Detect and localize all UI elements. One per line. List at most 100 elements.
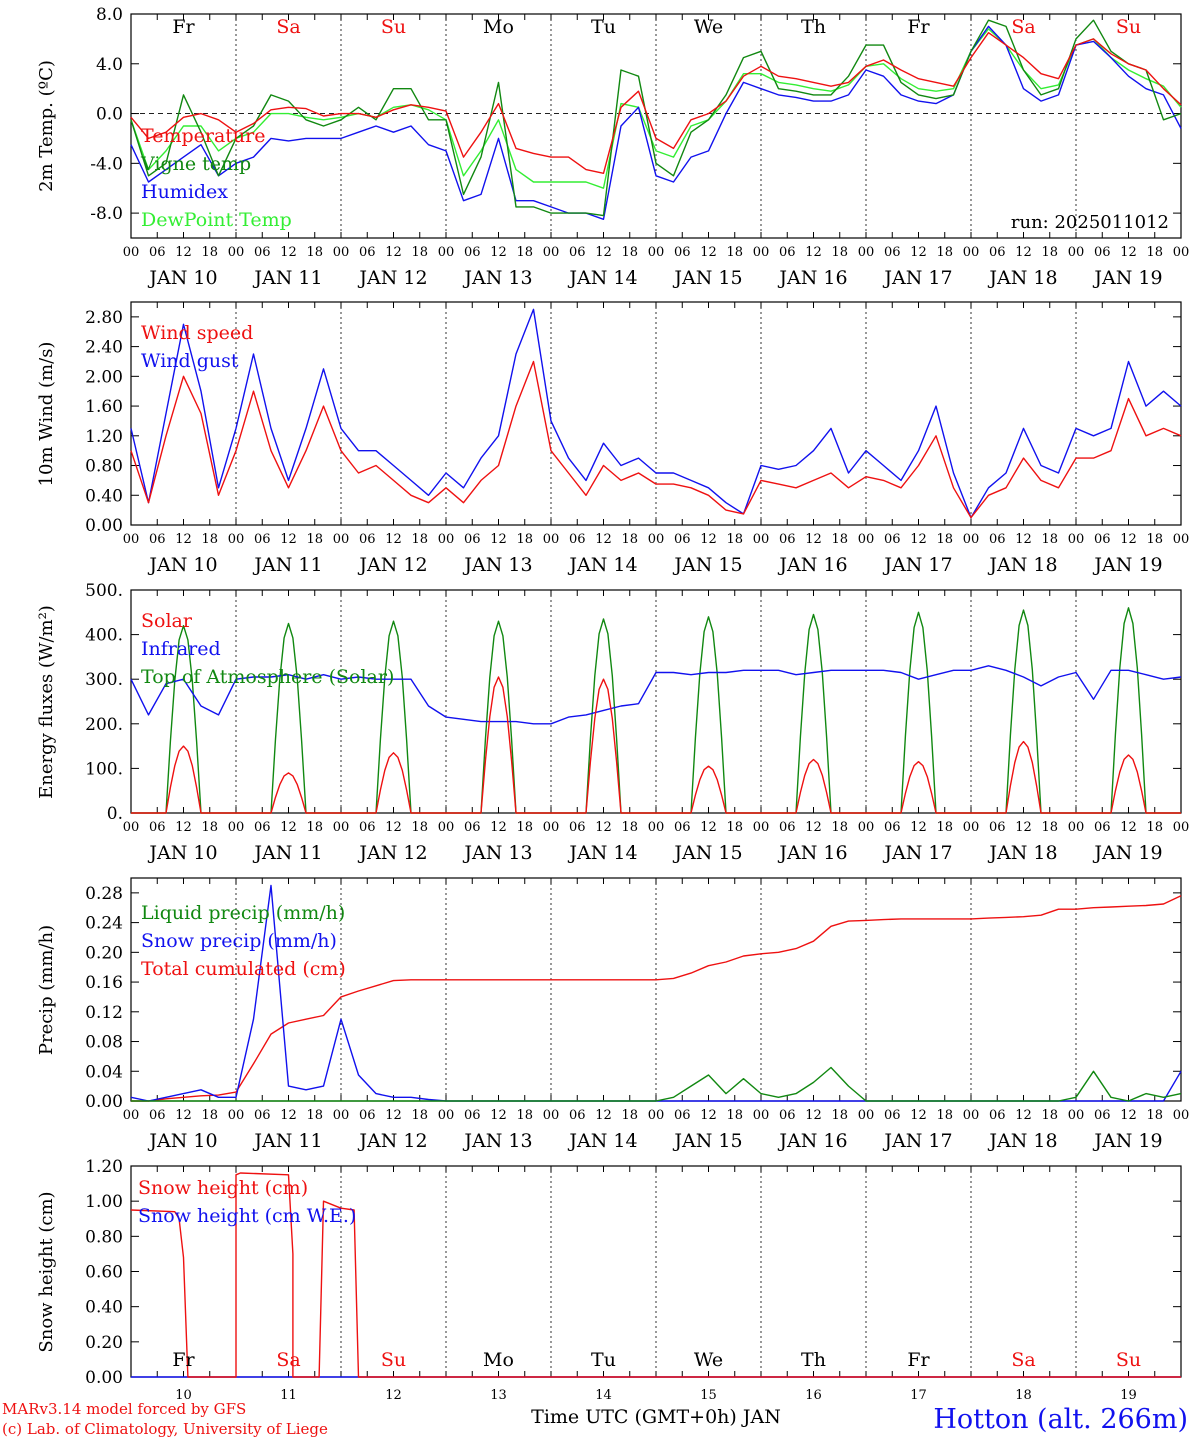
x-tick-label: 06 <box>779 532 796 547</box>
y-tick-label: 0.16 <box>85 973 123 993</box>
x-tick-label: 00 <box>123 820 140 835</box>
day-name-label: Mo <box>483 1349 514 1371</box>
credit-line-1: MARv3.14 model forced by GFS <box>2 1400 246 1418</box>
day-name-label: Sa <box>1011 16 1035 38</box>
day-number-label: 14 <box>595 1388 612 1403</box>
x-date-label: JAN 14 <box>567 554 637 576</box>
x-tick-label: 18 <box>1041 820 1058 835</box>
y-tick-label: 0.40 <box>85 1298 123 1318</box>
x-date-label: JAN 15 <box>672 1130 742 1152</box>
series-total-cumulated-cm <box>131 895 1182 1102</box>
x-tick-label: 00 <box>1068 245 1085 260</box>
x-tick-label: 06 <box>149 1108 166 1123</box>
x-tick-label: 00 <box>1068 1108 1085 1123</box>
x-tick-label: 06 <box>1094 532 1111 547</box>
x-date-label: JAN 13 <box>462 842 532 864</box>
x-date-label: JAN 14 <box>567 267 637 289</box>
x-tick-label: 18 <box>831 1108 848 1123</box>
x-tick-label: 00 <box>753 820 770 835</box>
x-tick-label: 00 <box>858 245 875 260</box>
x-tick-label: 00 <box>228 1108 245 1123</box>
x-tick-label: 18 <box>516 1108 533 1123</box>
x-tick-label: 12 <box>595 245 612 260</box>
x-tick-label: 00 <box>648 820 665 835</box>
x-tick-label: 18 <box>411 820 428 835</box>
x-tick-label: 06 <box>884 532 901 547</box>
x-tick-label: 00 <box>1068 532 1085 547</box>
day-name-label: Fr <box>172 1349 195 1371</box>
x-tick-label: 00 <box>543 245 560 260</box>
x-date-label: JAN 10 <box>147 267 217 289</box>
series-temperature <box>130 32 1182 175</box>
x-tick-label: 18 <box>936 245 953 260</box>
x-tick-label: 12 <box>490 245 507 260</box>
x-tick-label: 18 <box>306 1108 323 1123</box>
x-tick-label: 00 <box>753 245 770 260</box>
legend-entry: Total cumulated (cm) <box>141 958 346 980</box>
x-tick-label: 12 <box>175 820 192 835</box>
x-tick-label: 00 <box>228 532 245 547</box>
x-date-label: JAN 18 <box>987 554 1057 576</box>
legend-entry: Snow height (cm) <box>138 1177 308 1199</box>
day-number-label: 18 <box>1015 1388 1032 1403</box>
x-tick-label: 06 <box>884 1108 901 1123</box>
y-tick-label: 0.20 <box>85 943 123 963</box>
x-tick-label: 18 <box>831 820 848 835</box>
x-tick-label: 18 <box>621 532 638 547</box>
y-tick-label: 1.20 <box>85 427 123 447</box>
y-tick-label: 200. <box>85 715 123 735</box>
x-tick-label: 18 <box>1041 532 1058 547</box>
day-name-label: Su <box>1116 1349 1141 1371</box>
y-tick-label: 0.40 <box>85 486 123 506</box>
x-tick-label: 00 <box>648 1108 665 1123</box>
x-tick-label: 12 <box>910 532 927 547</box>
x-tick-label: 06 <box>884 820 901 835</box>
day-number-label: 15 <box>700 1388 717 1403</box>
y-tick-label: 0. <box>107 804 123 824</box>
x-tick-label: 06 <box>779 245 796 260</box>
x-tick-label: 06 <box>149 532 166 547</box>
x-tick-label: 18 <box>621 820 638 835</box>
x-tick-label: 12 <box>910 1108 927 1123</box>
x-date-label: JAN 12 <box>357 1130 427 1152</box>
x-tick-label: 06 <box>254 532 271 547</box>
x-date-label: JAN 15 <box>672 842 742 864</box>
x-tick-label: 18 <box>411 1108 428 1123</box>
x-tick-label: 06 <box>359 820 376 835</box>
x-tick-label: 06 <box>359 1108 376 1123</box>
x-tick-label: 12 <box>1015 245 1032 260</box>
x-tick-label: 00 <box>963 1108 980 1123</box>
x-date-label: JAN 11 <box>252 267 322 289</box>
x-date-label: JAN 11 <box>252 842 322 864</box>
x-tick-label: 00 <box>648 532 665 547</box>
x-tick-label: 00 <box>438 245 455 260</box>
x-tick-label: 18 <box>726 245 743 260</box>
x-tick-label: 18 <box>621 245 638 260</box>
legend-entry: Snow precip (mm/h) <box>141 930 337 952</box>
y-tick-label: 2.80 <box>85 308 123 328</box>
x-tick-label: 00 <box>963 532 980 547</box>
x-tick-label: 12 <box>280 532 297 547</box>
x-tick-label: 00 <box>648 245 665 260</box>
x-tick-label: 18 <box>936 532 953 547</box>
x-tick-label: 18 <box>831 532 848 547</box>
x-tick-label: 00 <box>333 245 350 260</box>
x-date-label: JAN 15 <box>672 554 742 576</box>
x-tick-label: 00 <box>1173 1108 1190 1123</box>
y-axis-label: 10m Wind (m/s) <box>36 342 57 487</box>
x-tick-label: 12 <box>700 245 717 260</box>
x-tick-label: 12 <box>595 532 612 547</box>
x-tick-label: 12 <box>490 820 507 835</box>
x-tick-label: 00 <box>1173 820 1190 835</box>
x-date-label: JAN 11 <box>252 554 322 576</box>
series-solar <box>131 676 1181 814</box>
x-tick-label: 06 <box>359 245 376 260</box>
x-date-label: JAN 12 <box>357 267 427 289</box>
x-date-label: JAN 12 <box>357 842 427 864</box>
x-date-label: JAN 13 <box>462 1130 532 1152</box>
x-tick-label: 12 <box>595 1108 612 1123</box>
x-tick-label: 12 <box>700 1108 717 1123</box>
x-tick-label: 06 <box>779 1108 796 1123</box>
x-tick-label: 06 <box>359 532 376 547</box>
x-date-label: JAN 11 <box>252 1130 322 1152</box>
